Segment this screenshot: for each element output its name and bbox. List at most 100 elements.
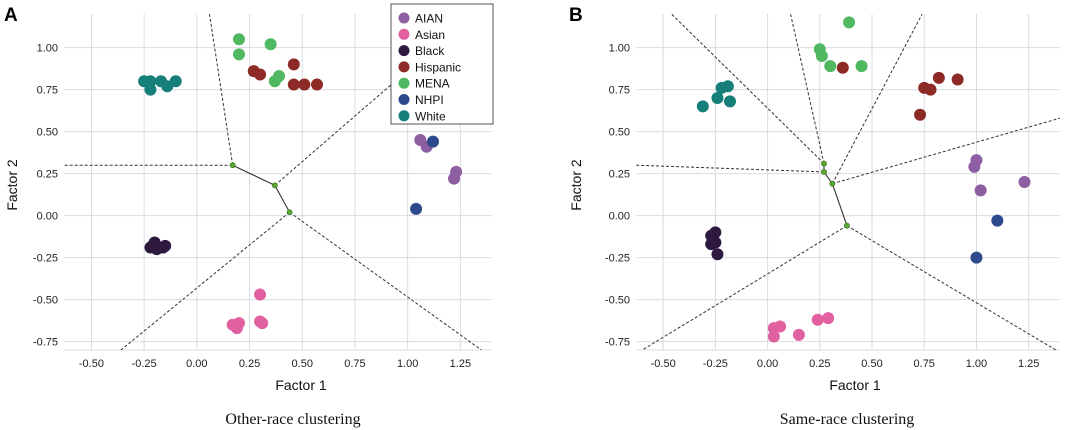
panel-a-y-tick-label: -0.25 [33, 253, 58, 265]
legend-label-black: Black [415, 44, 445, 58]
panel-a-point-asian [256, 317, 269, 330]
legend-label-aian: AIAN [415, 12, 443, 26]
panel-a-y-tick-label: 0.75 [37, 85, 58, 97]
panel-a-caption: Other-race clustering [225, 411, 360, 428]
panel-a-cluster-boundary [289, 211, 482, 350]
panel-b-cluster-boundary [846, 225, 1057, 350]
panel-b-centroid [844, 222, 850, 229]
panel-a-point-white [144, 75, 157, 88]
panel-a-marks [64, 14, 482, 350]
panel-b-point-nhpi [991, 214, 1004, 227]
panel-a-y-tick-label: 1.00 [37, 43, 58, 55]
panel-b-x-tick-label: -0.25 [703, 358, 728, 370]
panel-b-point-mena [824, 60, 837, 73]
panel-b-point-hispanic [836, 61, 849, 74]
panel-b-point-aian [974, 184, 987, 197]
panel-a-point-nhpi [410, 202, 423, 215]
panel-a-letter: A [4, 5, 18, 26]
panel-b-point-hispanic [951, 73, 964, 86]
panel-a-x-tick-label: 1.25 [450, 358, 471, 370]
panel-a-point-nhpi [426, 135, 439, 148]
panel-b-marks [636, 14, 1060, 350]
panel-b-point-black [711, 248, 724, 261]
panel-a-point-aian [450, 165, 463, 178]
legend-marker-nhpi [398, 94, 410, 105]
panel-b-cluster-boundary [671, 14, 825, 164]
panel-a-point-white [169, 75, 182, 88]
panel-b-y-tick-label: -0.75 [605, 337, 630, 349]
panel-b-point-asian [792, 328, 805, 341]
panel-a-point-white [144, 83, 157, 96]
panel-b-point-mena [855, 60, 868, 73]
panel-b-point-nhpi [970, 251, 983, 264]
panel-b-point-asian [774, 320, 787, 333]
panel-b-point-white [721, 80, 734, 93]
panel-b-y-tick-label: 0.50 [609, 127, 630, 139]
panel-a-point-mena [273, 70, 286, 83]
panel-b-point-mena [815, 50, 828, 62]
panel-b-point-white [723, 95, 736, 108]
panel-b-point-hispanic [932, 71, 945, 84]
panel-b-y-tick-label: 1.00 [609, 43, 630, 55]
panel-b-point-asian [811, 313, 824, 326]
panel-b-cluster-boundary [832, 117, 1060, 185]
panel-a-cluster-boundary [274, 79, 398, 186]
panel-a-x-tick-label: 0.75 [344, 358, 365, 370]
legend-marker-asian [398, 28, 410, 40]
panel-a-centroid [229, 162, 236, 169]
panel-b-y-tick-label: 0.00 [609, 211, 630, 223]
panel-b-point-asian [767, 330, 780, 343]
panel-b-cluster-boundary [642, 225, 848, 350]
panel-a-point-asian [254, 288, 267, 301]
panel-a-plot-area: -0.50 -0.25 0.00 0.25 0.50 0.75 1.00 1.25 -0.75 -… [33, 14, 492, 370]
panel-b-y-tick-label: 0.75 [609, 85, 630, 97]
panel-b-y-tick-label: 0.25 [609, 169, 630, 181]
panel-a-x-tick-label: 0.25 [239, 358, 260, 370]
legend-marker-black [398, 45, 410, 57]
panel-a-x-tick-label: 0.50 [292, 358, 313, 370]
panel-b-x-tick-label: -0.50 [651, 358, 676, 370]
panel-a-x-tick-label: -0.25 [132, 358, 157, 370]
legend-marker-mena [398, 77, 410, 89]
panel-b-centroid [821, 160, 827, 167]
legend-box [390, 3, 494, 125]
panel-b-cluster-boundary [831, 14, 923, 184]
panel-a-centroid [271, 182, 278, 189]
panel-b-y-axis-label: Factor 2 [568, 159, 584, 211]
panel-b-point-white [711, 92, 724, 104]
panel-a-point-mena [232, 33, 245, 46]
panel-b-cluster-boundary [636, 164, 824, 173]
legend: AIAN Asian Black Hispanic MENA NHPI White [390, 3, 494, 125]
panel-a-point-black [146, 239, 159, 252]
panel-a-cluster-boundary [120, 211, 290, 350]
panel-a-point-hispanic [298, 78, 311, 91]
panel-b-x-axis-label: Factor 1 [829, 377, 881, 393]
panel-a-x-tick-label: 1.00 [397, 358, 418, 370]
panel-b-letter: B [569, 5, 583, 26]
panel-a-point-black [159, 239, 172, 252]
panel-b-point-mena [843, 16, 856, 29]
panel-b-x-tick-label: 0.75 [914, 358, 935, 370]
panel-b-y-tick-label: -0.50 [605, 295, 630, 307]
panel-a-y-tick-label: -0.75 [33, 337, 58, 349]
panel-a: A -0.50 -0.25 0.00 0.25 0.50 0.75 1.00 1.25 -0.7… [4, 3, 494, 428]
panel-a-x-axis-label: Factor 1 [275, 377, 327, 393]
legend-label-mena: MENA [415, 77, 450, 91]
panel-a-point-mena [264, 38, 277, 51]
panel-b-point-aian [968, 160, 981, 173]
panel-b-tree-edge [831, 183, 848, 226]
panel-a-point-hispanic [311, 78, 324, 91]
legend-marker-aian [398, 12, 410, 24]
panel-a-cluster-boundary [208, 14, 234, 166]
panel-b: B -0.50 -0.25 0.00 0.25 0.50 0.75 1.00 1.25 -0.7… [568, 5, 1060, 428]
legend-label-asian: Asian [415, 28, 445, 42]
legend-marker-hispanic [398, 61, 410, 73]
panel-b-cluster-boundary [790, 14, 825, 164]
panel-a-y-tick-label: 0.00 [37, 211, 58, 223]
panel-b-x-tick-label: 0.25 [809, 358, 830, 370]
panel-b-x-tick-label: 0.50 [861, 358, 882, 370]
panel-b-x-tick-label: 0.00 [757, 358, 778, 370]
panel-a-x-tick-label: -0.50 [79, 358, 104, 370]
panel-b-point-black [709, 236, 722, 249]
